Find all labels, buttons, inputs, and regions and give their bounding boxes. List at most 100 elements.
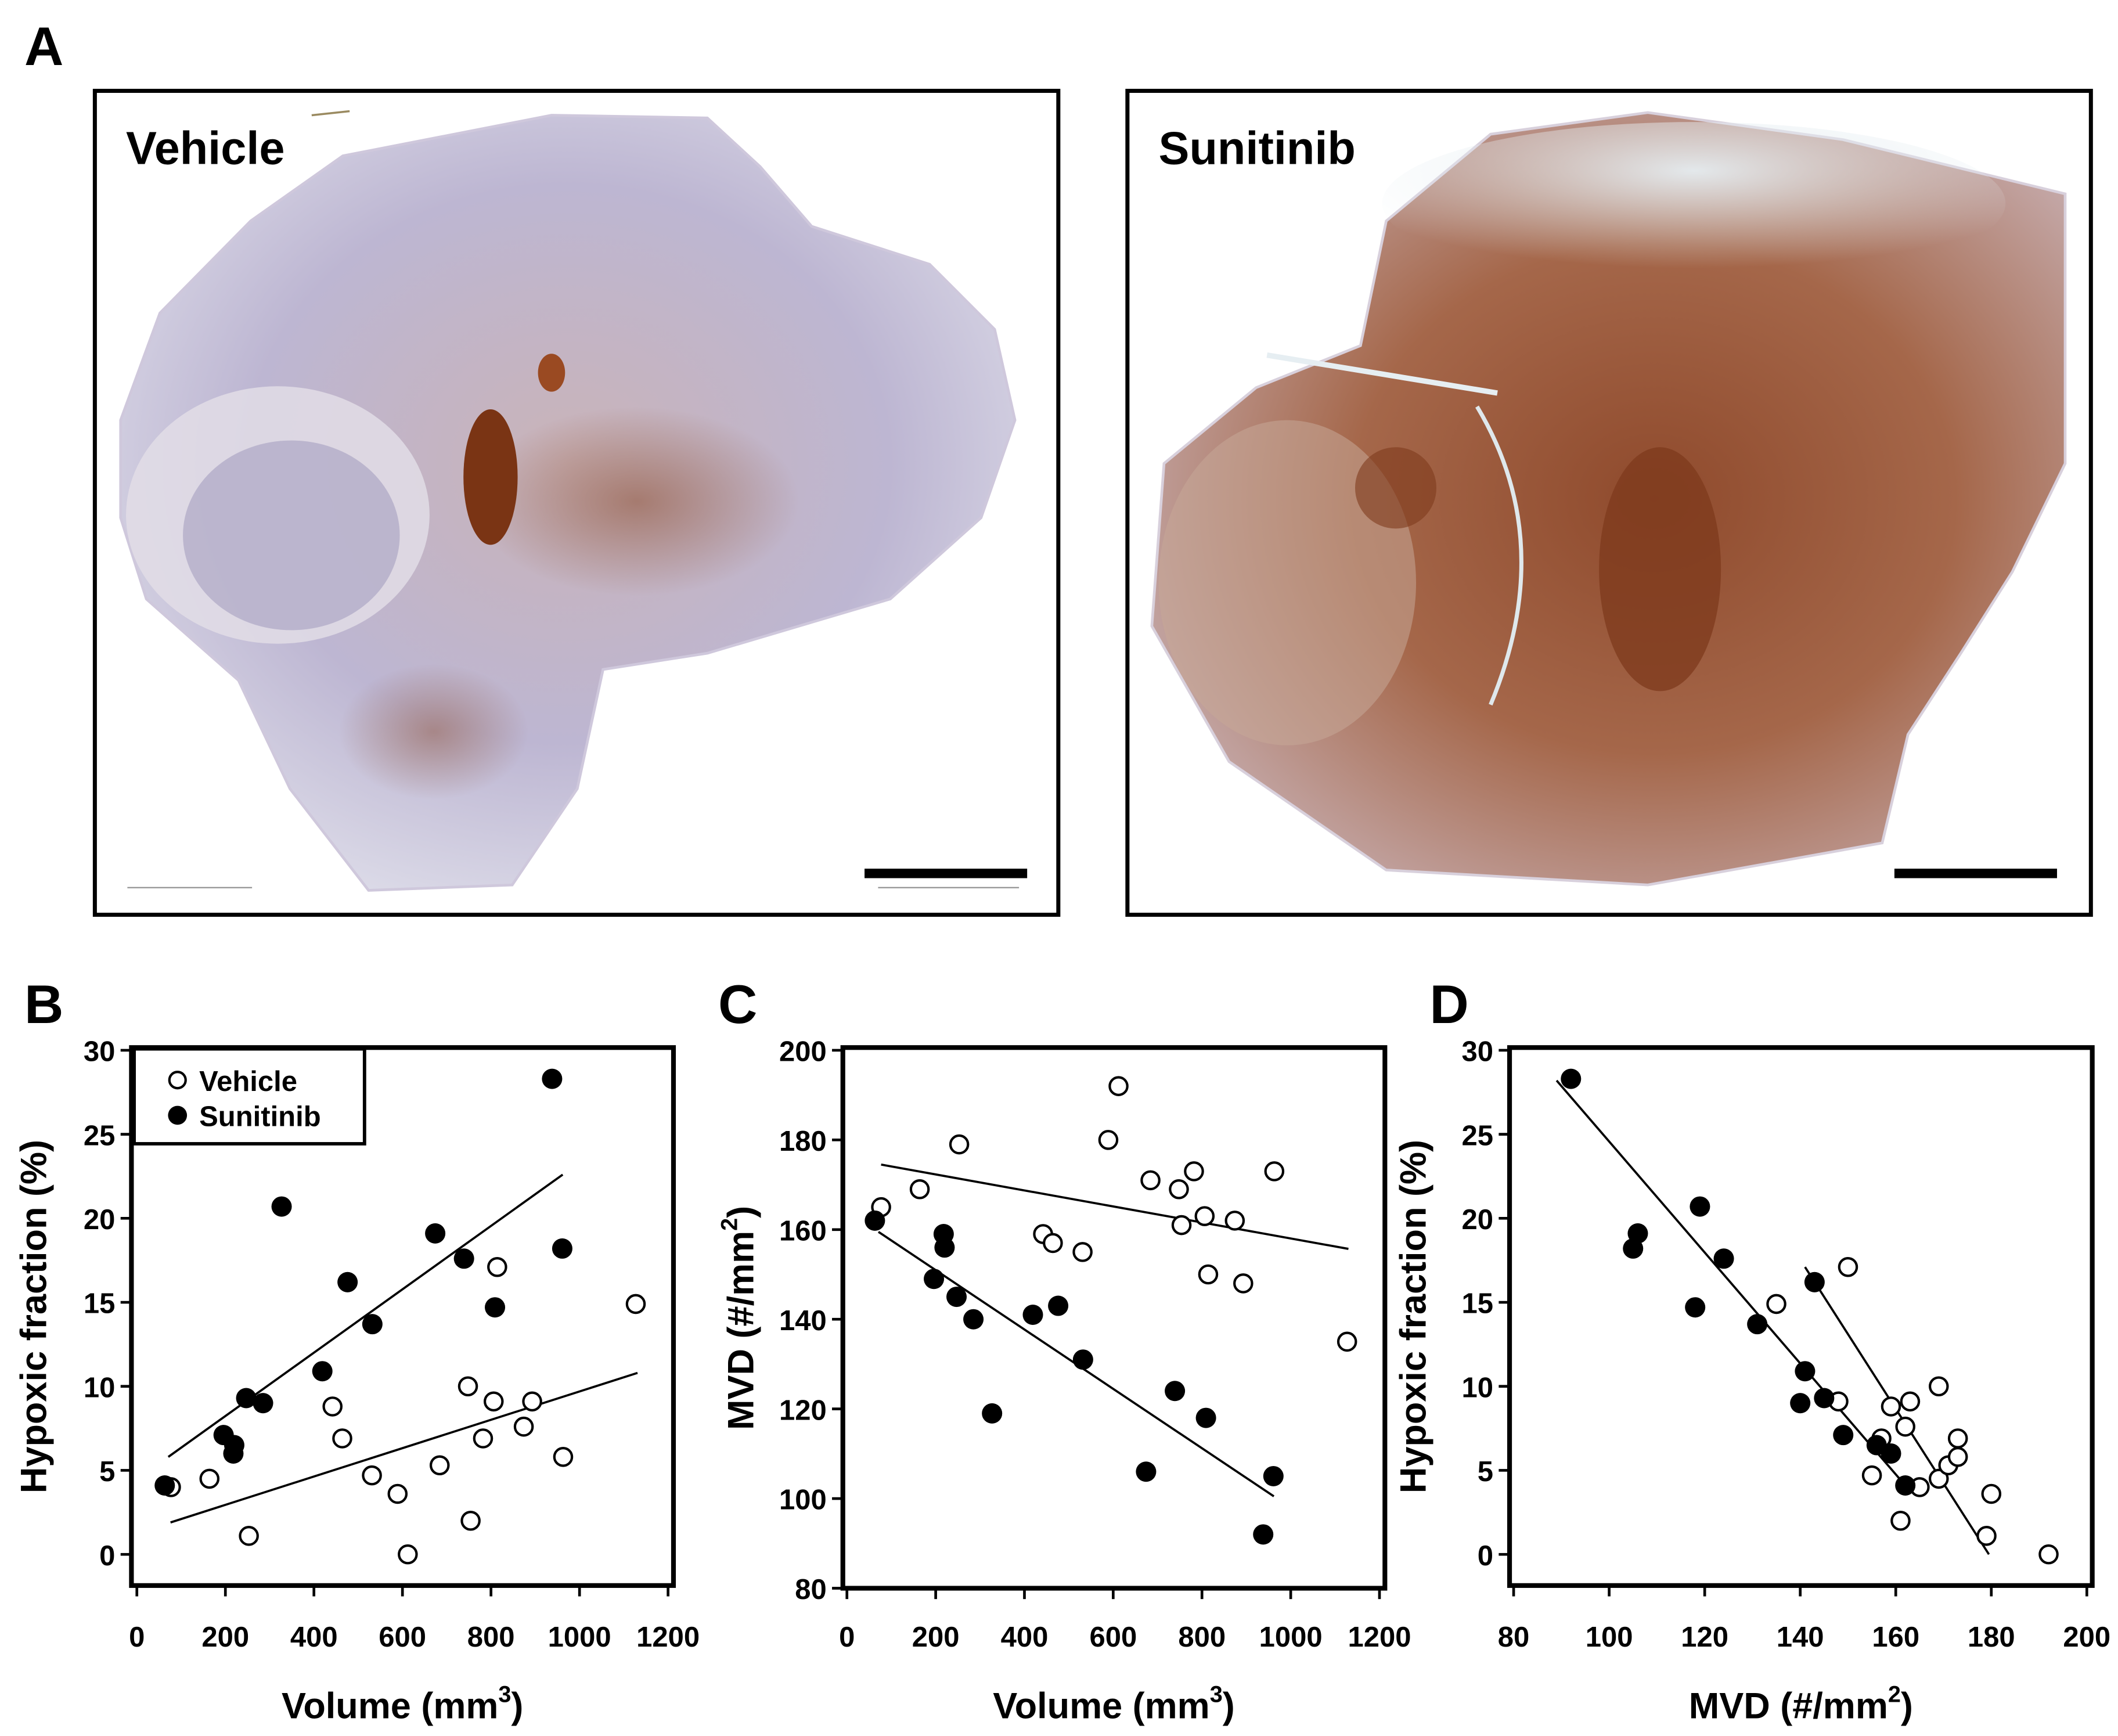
y-tick-label: 200: [779, 1036, 827, 1068]
data-point-open: [1861, 1465, 1882, 1486]
data-point-filled: [271, 1196, 292, 1217]
data-point-filled: [362, 1314, 383, 1335]
data-point-open: [522, 1391, 542, 1412]
panel-label-b: B: [24, 974, 63, 1035]
x-axis-title-end: ): [1901, 1686, 1913, 1727]
data-point-filled: [865, 1210, 885, 1231]
x-tick-label: 600: [1089, 1622, 1137, 1653]
data-point-filled: [1072, 1349, 1093, 1370]
data-point-open: [1881, 1396, 1901, 1417]
y-axis-title: Hypoxic fraction (%): [13, 1140, 54, 1493]
y-tick-label: 5: [1478, 1456, 1493, 1488]
data-point-open: [460, 1511, 481, 1531]
data-point-open: [553, 1447, 574, 1467]
histology-vehicle-panel: Vehicle: [92, 88, 1061, 917]
x-tick-label: 200: [912, 1622, 960, 1653]
panel-label-c: C: [718, 974, 757, 1035]
data-point-filled: [1790, 1393, 1811, 1414]
x-tick-label: 0: [839, 1622, 855, 1653]
pale-region: [1382, 122, 2006, 285]
scale-bar: [865, 869, 1028, 878]
data-point-filled: [1263, 1465, 1284, 1486]
plot-c: 80 100 120 140 160 180 200 0 200 400 600 800 1000 120…: [717, 1036, 1411, 1727]
y-tick-label: 10: [1462, 1372, 1494, 1403]
y-tick-label: 30: [1462, 1036, 1494, 1068]
x-axis-title: Volume (mm3): [282, 1682, 523, 1727]
data-point-open: [1981, 1483, 2002, 1504]
x-tick-label: 100: [1586, 1622, 1633, 1653]
y-axis-title-end: ): [721, 1206, 762, 1218]
x-axis-title-text: Volume (mm: [993, 1686, 1209, 1727]
legend-sunitinib-label: Sunitinib: [199, 1101, 321, 1133]
data-point-open: [1947, 1428, 1968, 1449]
y-axis-title-text: Hypoxic fraction (%): [1393, 1140, 1433, 1493]
data-point-open: [625, 1294, 646, 1314]
data-point-open: [1766, 1294, 1786, 1314]
x-tick-label: 600: [379, 1622, 426, 1653]
data-point-open: [1895, 1416, 1915, 1437]
y-tick-label: 15: [84, 1288, 116, 1320]
y-tick-label: 20: [84, 1204, 116, 1236]
tissue-nodule: [1158, 420, 1417, 745]
regression-line-open: [170, 1371, 638, 1523]
data-point-filled: [933, 1223, 954, 1245]
x-tick-label: 800: [1178, 1622, 1226, 1653]
data-point-open: [398, 1544, 418, 1565]
plot-frame: [840, 1045, 1388, 1591]
y-tick-label: 20: [1462, 1204, 1494, 1236]
data-point-open: [483, 1391, 504, 1412]
vehicle-image-label: Vehicle: [126, 123, 284, 174]
data-point-filled: [1795, 1361, 1816, 1382]
data-point-filled: [982, 1403, 1003, 1424]
legend-filled-marker: [168, 1105, 188, 1125]
x-axis-title-superscript: 3: [1210, 1682, 1223, 1708]
tissue-fissure: [1475, 405, 1523, 706]
data-point-filled: [1690, 1196, 1710, 1217]
data-point-open: [949, 1134, 970, 1155]
data-point-open: [1929, 1376, 1949, 1397]
data-point-filled: [1713, 1248, 1734, 1269]
data-point-open: [1224, 1211, 1245, 1231]
x-tick-label: 140: [1777, 1622, 1824, 1653]
x-tick-label: 180: [1968, 1622, 2015, 1653]
hypoxic-stain-patch: [1355, 447, 1437, 529]
y-tick-label: 100: [779, 1485, 827, 1516]
x-axis-title-end: ): [1223, 1686, 1235, 1727]
x-tick-label: 1000: [548, 1622, 611, 1653]
data-point-open: [487, 1256, 507, 1277]
x-tick-label: 1000: [1259, 1622, 1323, 1653]
x-axis-title-superscript: 2: [1888, 1682, 1901, 1708]
y-axis-title: MVD (#/mm2): [717, 1206, 762, 1430]
data-point-open: [1890, 1511, 1911, 1531]
x-axis-title-text: MVD (#/mm: [1689, 1686, 1888, 1727]
y-axis-title: Hypoxic fraction (%): [1393, 1140, 1433, 1493]
y-tick-label: 120: [779, 1395, 827, 1426]
data-point-open: [1264, 1161, 1285, 1182]
x-tick-label: 0: [129, 1622, 145, 1653]
data-point-filled: [1195, 1407, 1216, 1428]
data-point-filled: [1253, 1524, 1274, 1545]
y-tick-label: 30: [84, 1036, 116, 1068]
data-point-filled: [485, 1297, 506, 1318]
tissue-nodule: [183, 440, 400, 631]
data-point-open: [239, 1526, 259, 1546]
y-tick-label: 15: [1462, 1288, 1494, 1320]
data-point-open: [1098, 1130, 1119, 1150]
panel-label-d: D: [1429, 974, 1468, 1035]
data-point-open: [1198, 1264, 1219, 1285]
y-tick-label: 0: [99, 1540, 115, 1572]
x-axis-title: MVD (#/mm2): [1689, 1682, 1913, 1727]
data-point-open: [458, 1376, 478, 1397]
data-point-filled: [1804, 1272, 1825, 1292]
data-point-open: [513, 1416, 534, 1437]
plot-b: 0 5 10 15 20 25 30 0 200 400 600 800 1000 1200 Volume …: [13, 1036, 700, 1727]
data-point-open: [1194, 1206, 1215, 1226]
data-point-filled: [253, 1393, 273, 1414]
data-point-open: [1947, 1447, 1968, 1467]
data-point-filled: [1561, 1068, 1582, 1089]
data-point-open: [1233, 1273, 1253, 1294]
data-point-open: [1171, 1215, 1192, 1236]
x-tick-label: 200: [2063, 1622, 2110, 1653]
